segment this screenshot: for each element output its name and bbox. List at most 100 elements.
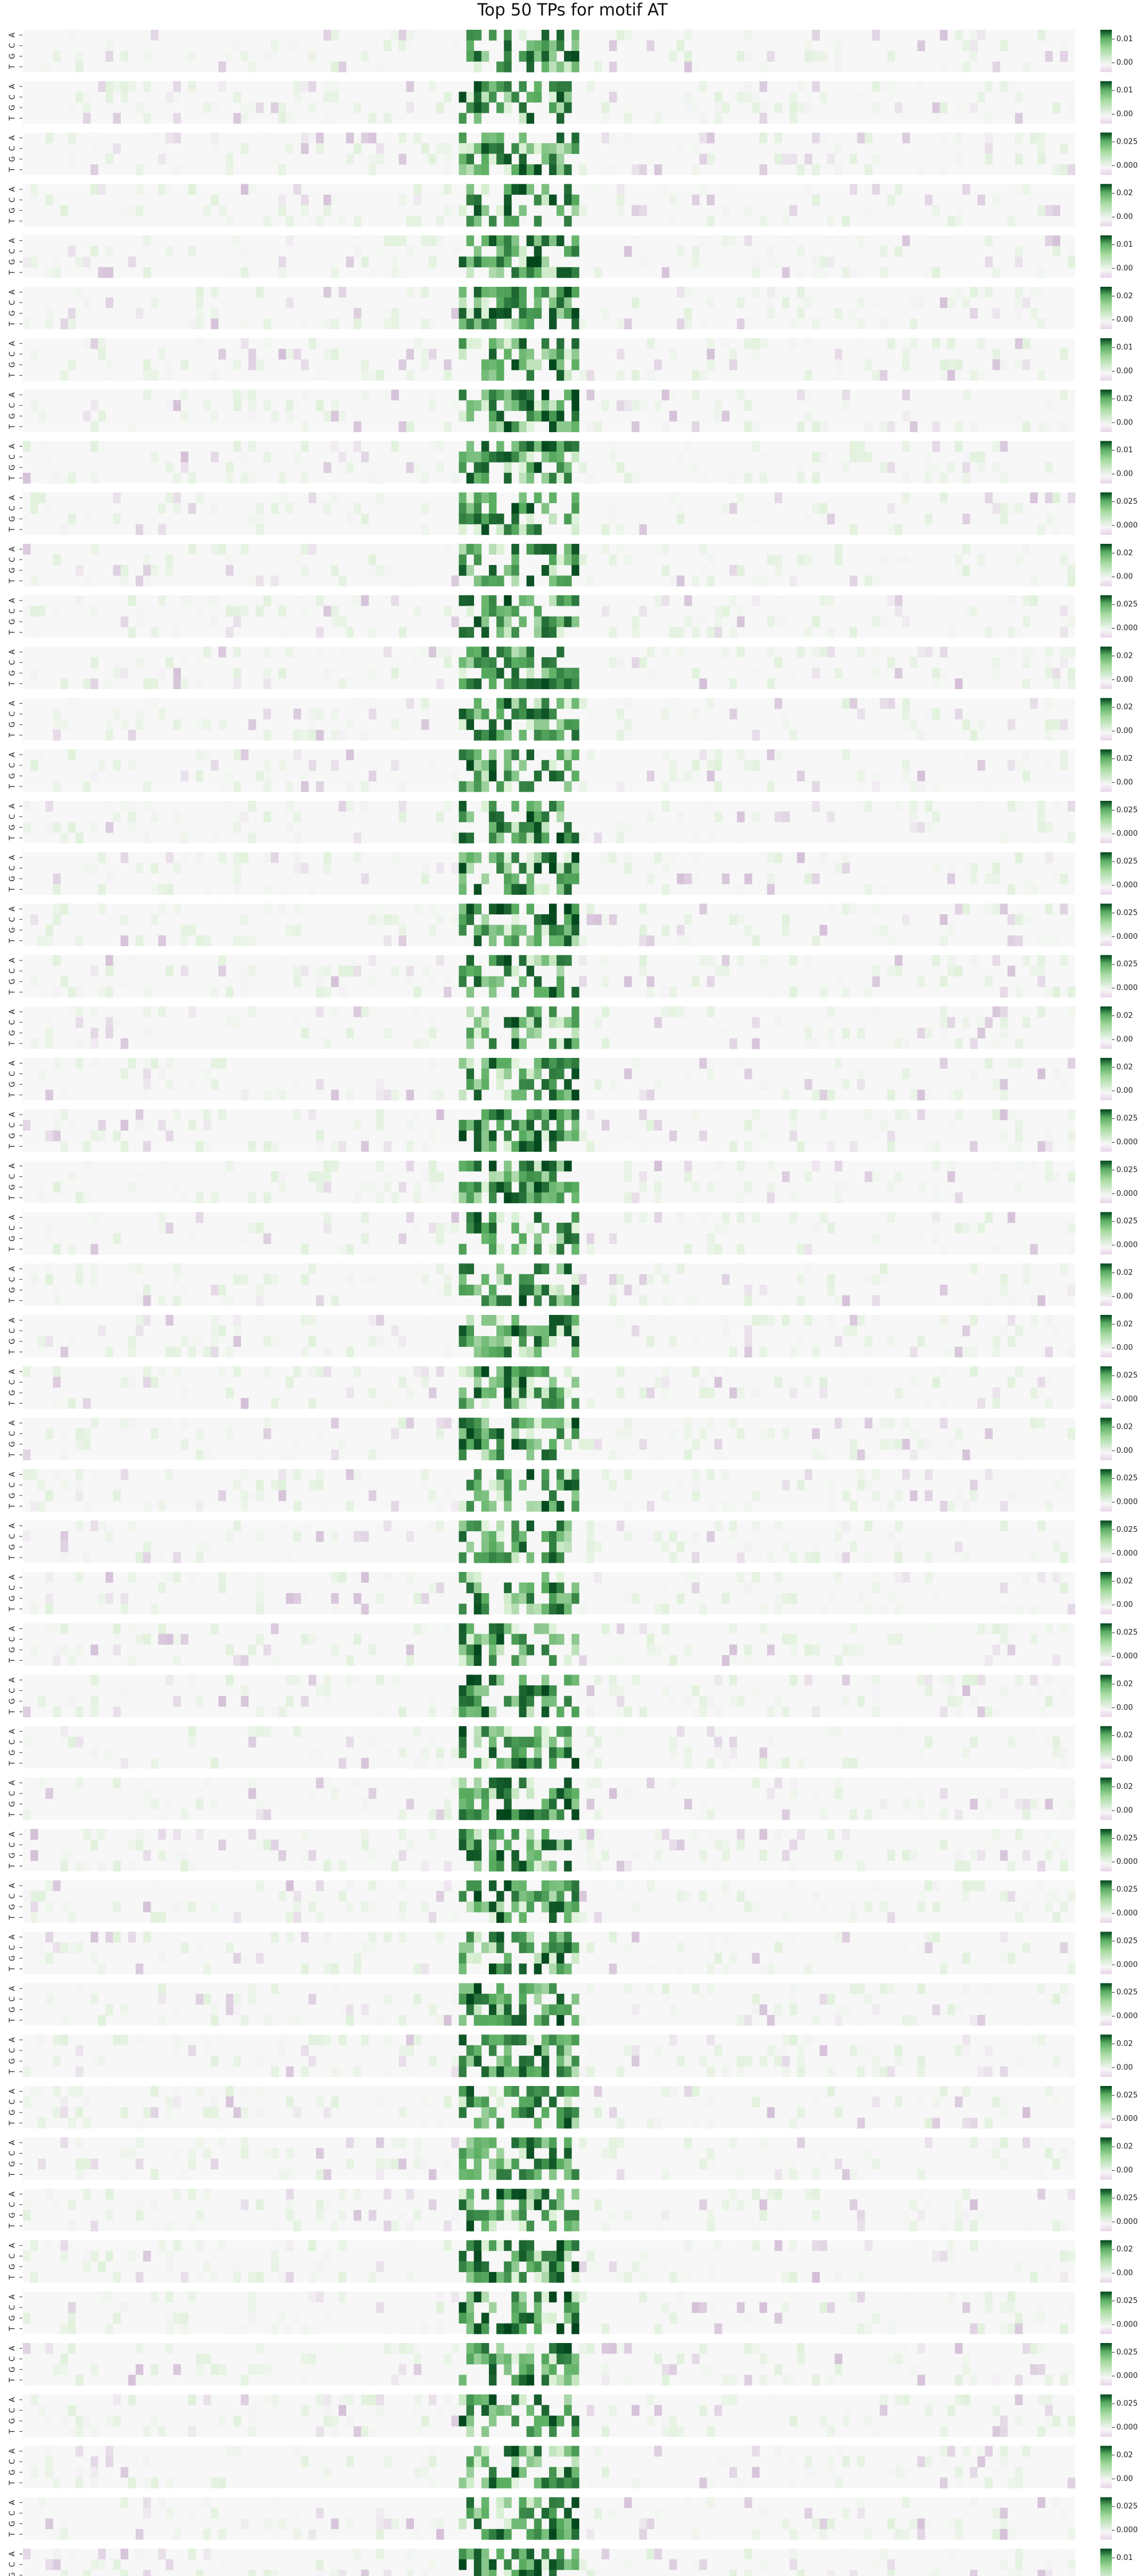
heatmap-cell xyxy=(233,235,242,246)
heatmap-cell xyxy=(511,1120,519,1131)
heatmap-cell xyxy=(526,903,535,915)
colorbar xyxy=(1100,749,1112,792)
heatmap-cell xyxy=(68,1655,76,1666)
heatmap-cell xyxy=(473,1572,482,1583)
heatmap-cell xyxy=(406,976,414,987)
heatmap-cell xyxy=(789,1109,797,1120)
heatmap-cell xyxy=(165,132,173,144)
heatmap-cell xyxy=(255,1315,264,1326)
heatmap-cell xyxy=(970,421,978,432)
heatmap-cell xyxy=(925,451,933,463)
heatmap-cell xyxy=(511,287,519,298)
heatmap-cell xyxy=(466,184,475,195)
heatmap-cell xyxy=(804,410,812,422)
heatmap-cell xyxy=(556,92,564,103)
heatmap-cell xyxy=(684,1295,692,1306)
heatmap-cell xyxy=(255,1449,264,1460)
heatmap-cell xyxy=(894,1171,903,1182)
heatmap-cell xyxy=(488,215,497,227)
heatmap-cell xyxy=(353,1634,362,1645)
heatmap-cell xyxy=(526,965,535,977)
heatmap-cell xyxy=(263,1366,271,1377)
heatmap-cell xyxy=(316,1428,324,1439)
heatmap-cell xyxy=(90,1274,98,1285)
heatmap-cell xyxy=(143,1500,151,1512)
heatmap-cell xyxy=(143,1120,151,1131)
heatmap-cell xyxy=(549,1634,557,1645)
heatmap-cell xyxy=(1045,657,1053,668)
heatmap-cell xyxy=(188,318,196,330)
heatmap-cell xyxy=(932,667,940,679)
heatmap-cell xyxy=(677,451,685,463)
heatmap-cell xyxy=(819,852,828,863)
heatmap-cell xyxy=(496,1366,504,1377)
heatmap-cell xyxy=(240,143,249,154)
heatmap-cell xyxy=(511,1552,519,1563)
heatmap-cell xyxy=(601,1469,610,1480)
heatmap-cell xyxy=(992,1469,1001,1480)
heatmap-cell xyxy=(38,606,46,617)
colorbar-tick-label: 0.025 xyxy=(1116,858,1138,866)
heatmap-cell xyxy=(737,51,745,62)
heatmap-cell xyxy=(488,1182,497,1193)
heatmap-cell xyxy=(519,389,527,401)
heatmap-cell xyxy=(661,708,670,720)
heatmap-cell xyxy=(541,503,550,514)
heatmap-cell xyxy=(917,781,925,792)
heatmap-cell xyxy=(316,976,324,987)
heatmap-cell xyxy=(90,400,98,411)
heatmap-cell xyxy=(331,1089,339,1101)
heatmap-cell xyxy=(45,1603,53,1615)
heatmap-cell xyxy=(1037,1572,1045,1583)
colorbar-tick-label: 0.000 xyxy=(1116,1498,1138,1507)
colorbar xyxy=(1100,852,1112,895)
heatmap-cell xyxy=(1037,1141,1045,1152)
heatmap-cell xyxy=(301,389,309,401)
heatmap-cell xyxy=(195,338,204,349)
heatmap-cell xyxy=(180,1285,189,1295)
heatmap-cell xyxy=(526,1325,535,1337)
heatmap-cell xyxy=(970,308,978,319)
heatmap-cell xyxy=(466,400,475,411)
heatmap-cell xyxy=(774,1572,783,1583)
heatmap-cell xyxy=(834,955,843,966)
heatmap-cell xyxy=(1060,1552,1068,1563)
heatmap-cell xyxy=(541,40,550,52)
heatmap-cell xyxy=(639,955,647,966)
heatmap-cell xyxy=(23,1366,31,1377)
heatmap-cell xyxy=(910,719,918,730)
heatmap-cell xyxy=(473,462,482,473)
heatmap-cell xyxy=(541,61,550,73)
heatmap-cell xyxy=(466,492,475,503)
heatmap-cell xyxy=(211,1346,219,1358)
heatmap-cell xyxy=(744,1325,752,1337)
heatmap-cell xyxy=(128,81,136,92)
heatmap-cell xyxy=(496,205,504,216)
heatmap-cell xyxy=(864,132,872,144)
heatmap-cell xyxy=(1007,81,1016,92)
heatmap-cell xyxy=(1067,1171,1076,1182)
heatmap-cell xyxy=(910,811,918,823)
heatmap-cell xyxy=(526,1644,535,1656)
heatmap-cell xyxy=(211,410,219,422)
heatmap-cell xyxy=(165,1469,173,1480)
heatmap-cell xyxy=(511,1623,519,1634)
heatmap-cell xyxy=(488,1377,497,1388)
heatmap-cell xyxy=(496,1439,504,1450)
heatmap-cell xyxy=(481,370,489,381)
heatmap-cell xyxy=(105,1028,113,1038)
heatmap-cell xyxy=(1014,410,1023,422)
heatmap-cell xyxy=(887,1593,895,1604)
heatmap-cell xyxy=(526,1079,535,1090)
heatmap-cell xyxy=(436,811,444,823)
heatmap-cell xyxy=(488,729,497,741)
heatmap-cell xyxy=(549,1160,557,1172)
heatmap-cell xyxy=(384,308,392,319)
heatmap-cell xyxy=(473,1182,482,1193)
heatmap-cell xyxy=(654,1182,662,1193)
heatmap-cell xyxy=(939,1398,948,1409)
heatmap-cell xyxy=(721,1469,730,1480)
heatmap-cell xyxy=(752,667,760,679)
row-tick-label: T xyxy=(9,322,17,327)
heatmap-cell xyxy=(985,1212,993,1223)
